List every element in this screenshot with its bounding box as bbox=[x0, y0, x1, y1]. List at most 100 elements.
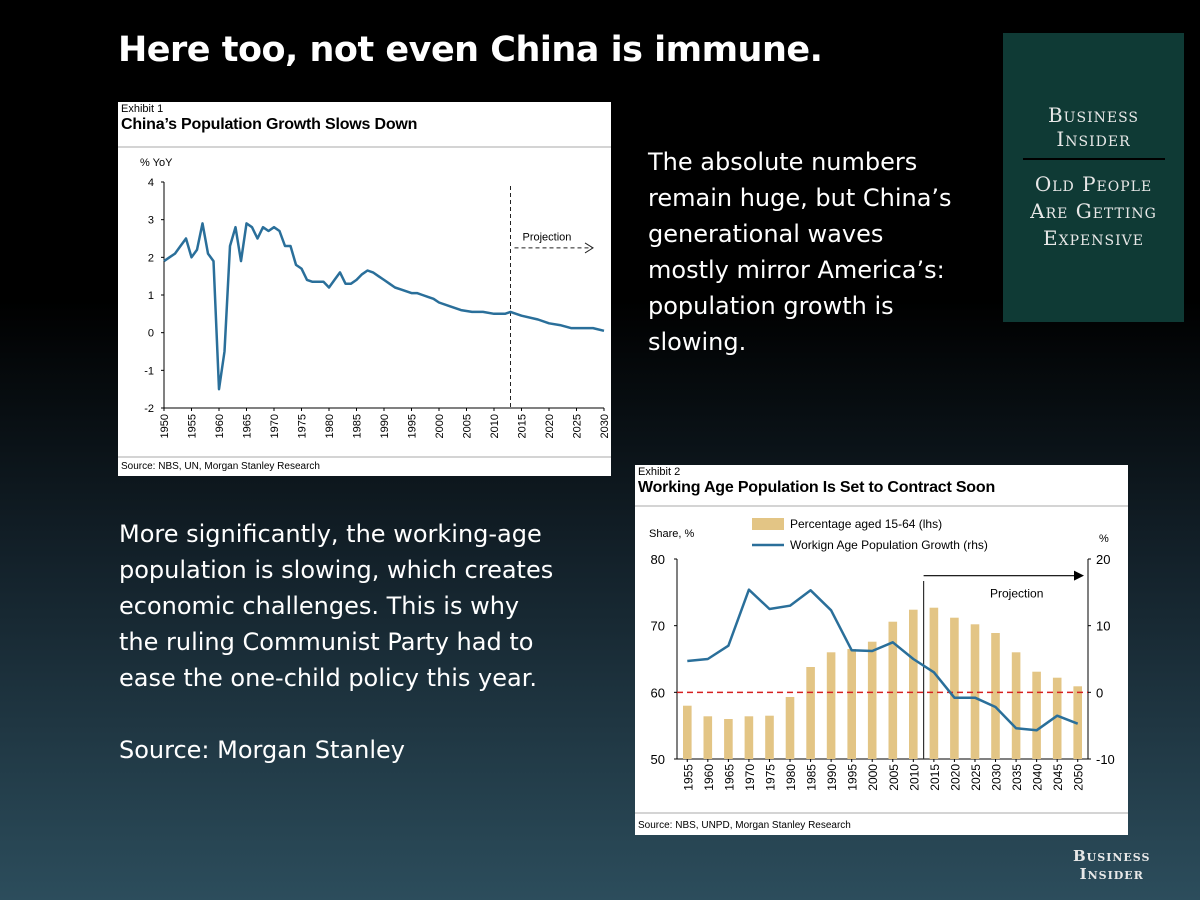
x-tick-label: 2025 bbox=[969, 764, 983, 791]
left-tick-label: 60 bbox=[651, 685, 665, 700]
right-axis-label: % bbox=[1099, 533, 1109, 545]
bar-1985 bbox=[806, 667, 815, 759]
x-tick-label: 1965 bbox=[242, 414, 254, 438]
brand-topic-line1: Old People bbox=[1034, 172, 1153, 196]
working-age-text: More significantly, the working-age popu… bbox=[119, 520, 554, 692]
x-tick-label: 1975 bbox=[763, 764, 777, 791]
x-tick-label: 2020 bbox=[544, 414, 556, 438]
x-tick-label: 1990 bbox=[825, 764, 839, 791]
x-tick-label: 1980 bbox=[784, 764, 798, 791]
bar-2010 bbox=[909, 609, 918, 759]
left-tick-label: 80 bbox=[651, 552, 665, 567]
projection-arrow-head bbox=[1074, 570, 1084, 581]
x-tick-label: 1995 bbox=[407, 414, 419, 438]
bar-2000 bbox=[867, 641, 877, 759]
series-line-working-age-growth bbox=[687, 588, 1079, 732]
bar-2040 bbox=[1032, 671, 1041, 759]
x-tick-label: 2010 bbox=[489, 414, 501, 438]
exhibit1-chart: % YoY 4 3 2 1 0 -1 -2 1950 1955 1960 1965 1970 1975 19… bbox=[118, 102, 611, 476]
x-tick-label: 1960 bbox=[702, 764, 716, 791]
series-line-population-growth bbox=[163, 222, 605, 391]
footer-logo: Business Insider bbox=[1073, 847, 1150, 883]
projection-arrow-head bbox=[584, 242, 594, 254]
projection-label: Projection bbox=[990, 587, 1043, 601]
x-tick-label: 1980 bbox=[324, 414, 336, 438]
x-tick-label: 2040 bbox=[1031, 764, 1045, 791]
exhibit2-title: Working Age Population Is Set to Contrac… bbox=[638, 479, 996, 496]
brand-divider bbox=[1022, 158, 1165, 160]
brand-topic-line3: Expensive bbox=[1043, 226, 1144, 250]
x-tick-label: 1995 bbox=[846, 764, 860, 791]
footer-logo-line1: Business bbox=[1073, 847, 1151, 865]
x-tick-label: 2025 bbox=[572, 414, 584, 438]
y-axis-label: % YoY bbox=[140, 157, 173, 169]
x-tick-label: 2015 bbox=[928, 764, 942, 791]
x-tick-label: 2000 bbox=[434, 414, 446, 438]
x-tick-label: 2005 bbox=[887, 764, 901, 791]
x-tick-label: 1970 bbox=[743, 764, 757, 791]
left-tick-label: 50 bbox=[651, 752, 665, 767]
x-tick-label: 1985 bbox=[805, 764, 819, 791]
y-tick-label: 4 bbox=[148, 177, 154, 189]
bar-1990 bbox=[826, 652, 836, 759]
brand-name-line1: Business bbox=[1047, 103, 1140, 127]
brand-topic-line2: Are Getting bbox=[1030, 199, 1157, 223]
bar-1955 bbox=[683, 705, 692, 759]
legend-label-bar: Percentage aged 15-64 (lhs) bbox=[790, 517, 942, 531]
exhibit2-svg: Share, % % Percentage aged 15-64 (lhs) Work… bbox=[635, 505, 1128, 814]
x-tick-label: 2010 bbox=[907, 764, 921, 791]
right-tick-label: 20 bbox=[1096, 552, 1110, 567]
exhibit1-label: Exhibit 1 bbox=[121, 103, 164, 115]
brand-topic: Old People Are Getting Expensive bbox=[1003, 171, 1184, 252]
x-tick-label: 1990 bbox=[379, 414, 391, 438]
brand-name-line2: Insider bbox=[1056, 127, 1131, 151]
y-tick-label: -2 bbox=[144, 403, 154, 415]
bar-1965 bbox=[724, 719, 733, 759]
y-tick-label: 1 bbox=[148, 290, 154, 302]
exhibit1-svg: % YoY 4 3 2 1 0 -1 -2 1950 1955 1960 1965 1970 1975 19… bbox=[118, 146, 611, 458]
source-note: Source: Morgan Stanley bbox=[119, 736, 405, 764]
x-tick-label: 1955 bbox=[681, 764, 695, 791]
exhibit1-source: Source: NBS, UN, Morgan Stanley Research bbox=[121, 461, 320, 472]
brand-box: Business Insider Old People Are Getting … bbox=[1003, 33, 1184, 322]
x-tick-label: 1960 bbox=[214, 414, 226, 438]
working-age-paragraph: More significantly, the working-age popu… bbox=[119, 516, 559, 768]
x-tick-label: 2045 bbox=[1051, 764, 1065, 791]
brand-name: Business Insider bbox=[1003, 103, 1184, 151]
exhibit2-source: Source: NBS, UNPD, Morgan Stanley Resear… bbox=[638, 820, 851, 831]
x-tick-label: 2030 bbox=[599, 414, 611, 438]
left-tick-label: 70 bbox=[651, 619, 665, 634]
legend-swatch-bar bbox=[752, 518, 784, 530]
bar-2025 bbox=[970, 624, 980, 759]
x-tick-label: 1955 bbox=[187, 414, 199, 438]
bar-1995 bbox=[847, 649, 856, 759]
x-tick-label: 2005 bbox=[462, 414, 474, 438]
legend-label-line: Workign Age Population Growth (rhs) bbox=[790, 538, 988, 552]
y-tick-label: 2 bbox=[148, 252, 154, 264]
bar-2020 bbox=[950, 617, 959, 759]
y-tick-label: -1 bbox=[144, 365, 154, 377]
x-tick-label: 1970 bbox=[269, 414, 281, 438]
x-tick-label: 2050 bbox=[1072, 764, 1086, 791]
x-tick-label: 1975 bbox=[297, 414, 309, 438]
x-tick-label: 2035 bbox=[1010, 764, 1024, 791]
footer-logo-line2: Insider bbox=[1079, 865, 1144, 883]
bar-2005 bbox=[888, 621, 898, 759]
right-tick-label: -10 bbox=[1096, 752, 1115, 767]
bar-1970 bbox=[744, 716, 754, 759]
exhibit2-chart: Share, %% Percentage aged 15-64 (lhs) Work… bbox=[635, 465, 1128, 835]
intro-paragraph: The absolute numbers remain huge, but Ch… bbox=[648, 148, 952, 356]
projection-label: Projection bbox=[523, 231, 572, 243]
left-axis-label: Share, % bbox=[649, 528, 694, 540]
x-tick-label: 2000 bbox=[866, 764, 880, 791]
slide-title: Here too, not even China is immune. bbox=[118, 30, 823, 70]
x-tick-label: 2015 bbox=[517, 414, 529, 438]
right-tick-label: 10 bbox=[1096, 619, 1110, 634]
x-tick-label: 1950 bbox=[159, 414, 171, 438]
bar-2035 bbox=[1011, 652, 1021, 759]
x-tick-label: 1985 bbox=[352, 414, 364, 438]
x-tick-label: 2020 bbox=[948, 764, 962, 791]
right-tick-label: 0 bbox=[1096, 685, 1103, 700]
bar-1960 bbox=[703, 716, 713, 759]
x-tick-label: 1965 bbox=[722, 764, 736, 791]
